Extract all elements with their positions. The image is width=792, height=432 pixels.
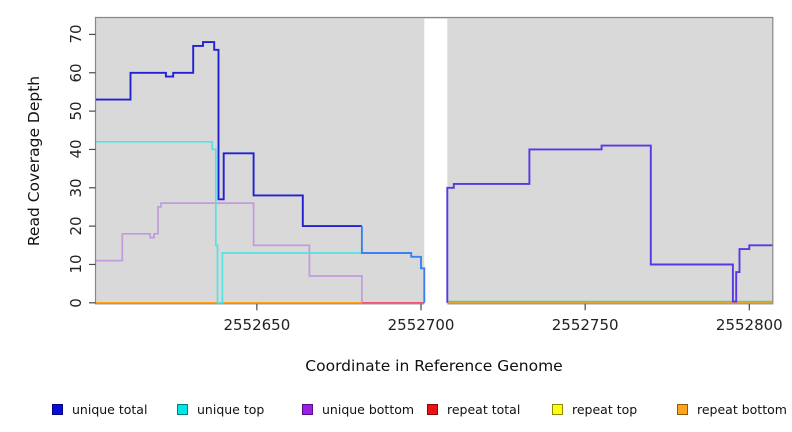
- legend-label: unique top: [197, 402, 265, 417]
- legend-swatch-icon: [177, 404, 188, 415]
- x-tick-label: 2552700: [387, 316, 455, 334]
- y-tick-label: 0: [67, 298, 85, 308]
- unique-top-line: [96, 140, 362, 304]
- legend-item: repeat top: [552, 402, 677, 417]
- legend-label: unique bottom: [322, 402, 415, 417]
- legend-label: unique total: [72, 402, 148, 417]
- x-tick-label: 2552750: [551, 316, 619, 334]
- legend-item: repeat bottom: [677, 402, 792, 417]
- legend: unique total unique top unique bottom repea…: [52, 402, 792, 417]
- legend-label: repeat total: [447, 402, 521, 417]
- unique-bottom-line: [96, 202, 425, 304]
- y-tick-label: 60: [67, 63, 85, 83]
- x-tick-label: 2552650: [223, 316, 291, 334]
- missing-data-gap: [424, 18, 448, 306]
- legend-swatch-icon: [677, 404, 688, 415]
- legend-item: repeat total: [427, 402, 552, 417]
- y-tick-label: 10: [67, 254, 85, 274]
- legend-label: repeat bottom: [697, 402, 787, 417]
- legend-swatch-icon: [302, 404, 313, 415]
- unique-total-line: [96, 41, 362, 228]
- legend-swatch-icon: [52, 404, 63, 415]
- legend-item: unique top: [177, 402, 302, 417]
- y-tick-label: 70: [67, 24, 85, 44]
- x-tick-label: 2552800: [715, 316, 783, 334]
- y-tick-label: 50: [67, 101, 85, 121]
- legend-item: unique total: [52, 402, 177, 417]
- x-axis-title: Coordinate in Reference Genome: [305, 357, 563, 375]
- legend-swatch-icon: [552, 404, 563, 415]
- legend-label: repeat top: [572, 402, 638, 417]
- legend-item: unique bottom: [302, 402, 427, 417]
- y-axis-title: Read Coverage Depth: [25, 75, 43, 247]
- y-tick-label: 40: [67, 139, 85, 159]
- y-tick-label: 20: [67, 216, 85, 236]
- y-tick-label: 30: [67, 178, 85, 198]
- legend-swatch-icon: [427, 404, 438, 415]
- unique-total-over-bottom-line: [446, 144, 773, 303]
- unique-total-over-top-line: [360, 226, 426, 303]
